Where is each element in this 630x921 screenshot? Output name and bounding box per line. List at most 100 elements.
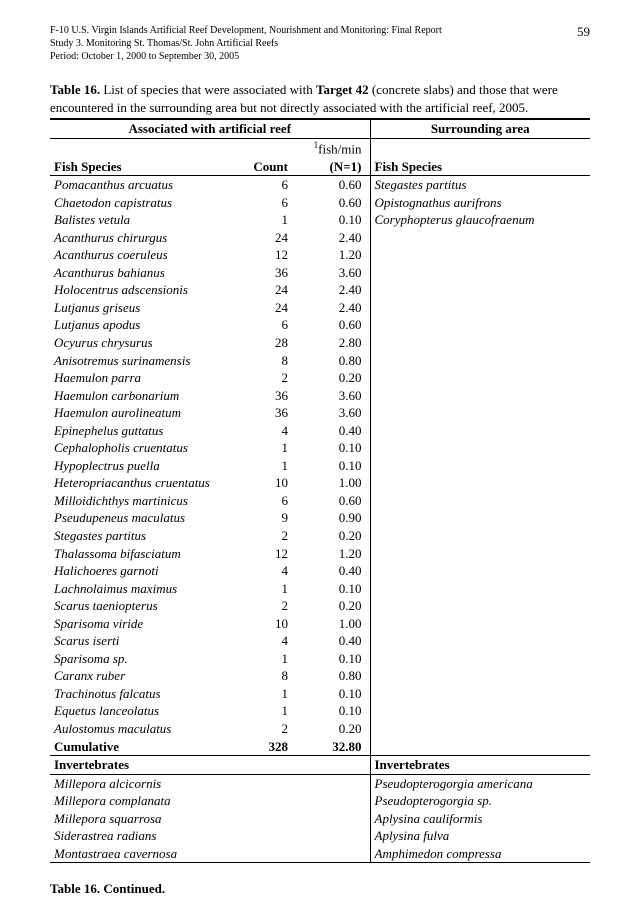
count-cell: 4 xyxy=(230,422,300,440)
rate-cell: 0.60 xyxy=(300,176,370,194)
count-cell: 6 xyxy=(230,194,300,212)
table-row: Ocyurus chrysurus282.80 xyxy=(50,334,590,352)
table-row: Millepora alcicornisPseudopterogorgia am… xyxy=(50,774,590,792)
count-cell: 10 xyxy=(230,615,300,633)
right-species-cell xyxy=(370,632,590,650)
right-species-cell xyxy=(370,702,590,720)
caption-label: Table 16. xyxy=(50,82,100,97)
table-row: Milloidichthys martinicus60.60 xyxy=(50,492,590,510)
table-row: Siderastrea radiansAplysina fulva xyxy=(50,827,590,845)
right-species-cell xyxy=(370,474,590,492)
count-cell: 24 xyxy=(230,281,300,299)
col-species-right: Fish Species xyxy=(370,158,590,176)
rate-cell: 0.60 xyxy=(300,492,370,510)
rate-cell: 1.00 xyxy=(300,615,370,633)
species-cell: Aulostomus maculatus xyxy=(50,720,230,738)
rate-cell: 1.00 xyxy=(300,474,370,492)
continued-label: Table 16. Continued. xyxy=(50,881,590,897)
col-species: Fish Species xyxy=(50,158,230,176)
table-row: Acanthurus bahianus363.60 xyxy=(50,264,590,282)
species-cell: Stegastes partitus xyxy=(50,527,230,545)
cumulative-row: Cumulative 328 32.80 xyxy=(50,738,590,756)
right-species-cell xyxy=(370,422,590,440)
count-cell: 1 xyxy=(230,685,300,703)
table-row: Pseudupeneus maculatus90.90 xyxy=(50,509,590,527)
species-cell: Scarus taeniopterus xyxy=(50,597,230,615)
caption-text1: List of species that were associated wit… xyxy=(100,82,316,97)
species-cell: Haemulon carbonarium xyxy=(50,387,230,405)
right-species-cell xyxy=(370,667,590,685)
count-cell: 36 xyxy=(230,264,300,282)
table-row: Anisotremus surinamensis80.80 xyxy=(50,352,590,370)
species-cell: Haemulon aurolineatum xyxy=(50,404,230,422)
rate-cell: 0.10 xyxy=(300,211,370,229)
count-cell: 9 xyxy=(230,509,300,527)
species-cell: Lutjanus apodus xyxy=(50,316,230,334)
right-species-cell xyxy=(370,316,590,334)
rate-cell: 2.40 xyxy=(300,281,370,299)
right-species-cell xyxy=(370,457,590,475)
table-row: Pomacanthus arcuatus60.60Stegastes parti… xyxy=(50,176,590,194)
count-cell: 1 xyxy=(230,702,300,720)
table-row: Aulostomus maculatus20.20 xyxy=(50,720,590,738)
table-row: Epinephelus guttatus40.40 xyxy=(50,422,590,440)
count-cell: 2 xyxy=(230,597,300,615)
rate-cell: 0.90 xyxy=(300,509,370,527)
rate-cell: 0.10 xyxy=(300,580,370,598)
table-row: Sparisoma sp.10.10 xyxy=(50,650,590,668)
table-row: Balistes vetula10.10Coryphopterus glauco… xyxy=(50,211,590,229)
right-species-cell xyxy=(370,685,590,703)
count-cell: 1 xyxy=(230,580,300,598)
invert-right-header: Invertebrates xyxy=(370,756,590,775)
species-cell: Acanthurus bahianus xyxy=(50,264,230,282)
col-fishmin: (N=1) xyxy=(300,158,370,176)
species-cell: Caranx ruber xyxy=(50,667,230,685)
species-cell: Haemulon parra xyxy=(50,369,230,387)
rate-cell: 0.20 xyxy=(300,369,370,387)
page-header: F-10 U.S. Virgin Islands Artificial Reef… xyxy=(50,24,590,63)
right-species-cell xyxy=(370,439,590,457)
table-row: Halichoeres garnoti40.40 xyxy=(50,562,590,580)
species-table: Associated with artificial reef Surround… xyxy=(50,119,590,862)
table-row: Stegastes partitus20.20 xyxy=(50,527,590,545)
species-cell: Milloidichthys martinicus xyxy=(50,492,230,510)
rate-cell: 2.40 xyxy=(300,229,370,247)
right-species-cell xyxy=(370,720,590,738)
species-cell: Scarus iserti xyxy=(50,632,230,650)
table-row: Millepora squarrosaAplysina cauliformis xyxy=(50,810,590,828)
right-species-cell: Coryphopterus glaucofraenum xyxy=(370,211,590,229)
rate-cell: 0.80 xyxy=(300,352,370,370)
table-row: Haemulon parra20.20 xyxy=(50,369,590,387)
page-number: 59 xyxy=(577,24,590,63)
species-cell: Halichoeres garnoti xyxy=(50,562,230,580)
rate-cell: 0.20 xyxy=(300,720,370,738)
species-cell: Cephalopholis cruentatus xyxy=(50,439,230,457)
count-cell: 2 xyxy=(230,720,300,738)
count-cell: 24 xyxy=(230,229,300,247)
table-row: Millepora complanataPseudopterogorgia sp… xyxy=(50,792,590,810)
count-cell: 2 xyxy=(230,369,300,387)
species-cell: Lachnolaimus maximus xyxy=(50,580,230,598)
invert-right-cell: Pseudopterogorgia sp. xyxy=(370,792,590,810)
table-row: Trachinotus falcatus10.10 xyxy=(50,685,590,703)
right-species-cell: Stegastes partitus xyxy=(370,176,590,194)
count-cell: 1 xyxy=(230,457,300,475)
header-line2: Study 3. Monitoring St. Thomas/St. John … xyxy=(50,37,557,50)
count-cell: 4 xyxy=(230,632,300,650)
section-header-row: Associated with artificial reef Surround… xyxy=(50,120,590,139)
rate-cell: 0.40 xyxy=(300,422,370,440)
right-species-cell xyxy=(370,299,590,317)
species-cell: Anisotremus surinamensis xyxy=(50,352,230,370)
right-species-cell xyxy=(370,264,590,282)
column-header-row: Fish Species Count (N=1) Fish Species xyxy=(50,158,590,176)
rate-cell: 0.80 xyxy=(300,667,370,685)
count-cell: 4 xyxy=(230,562,300,580)
right-species-cell xyxy=(370,387,590,405)
count-cell: 8 xyxy=(230,667,300,685)
species-cell: Pseudupeneus maculatus xyxy=(50,509,230,527)
right-species-cell xyxy=(370,650,590,668)
count-cell: 6 xyxy=(230,316,300,334)
invert-left-cell: Siderastrea radians xyxy=(50,827,370,845)
table-row: Hypoplectrus puella10.10 xyxy=(50,457,590,475)
rate-cell: 0.20 xyxy=(300,597,370,615)
